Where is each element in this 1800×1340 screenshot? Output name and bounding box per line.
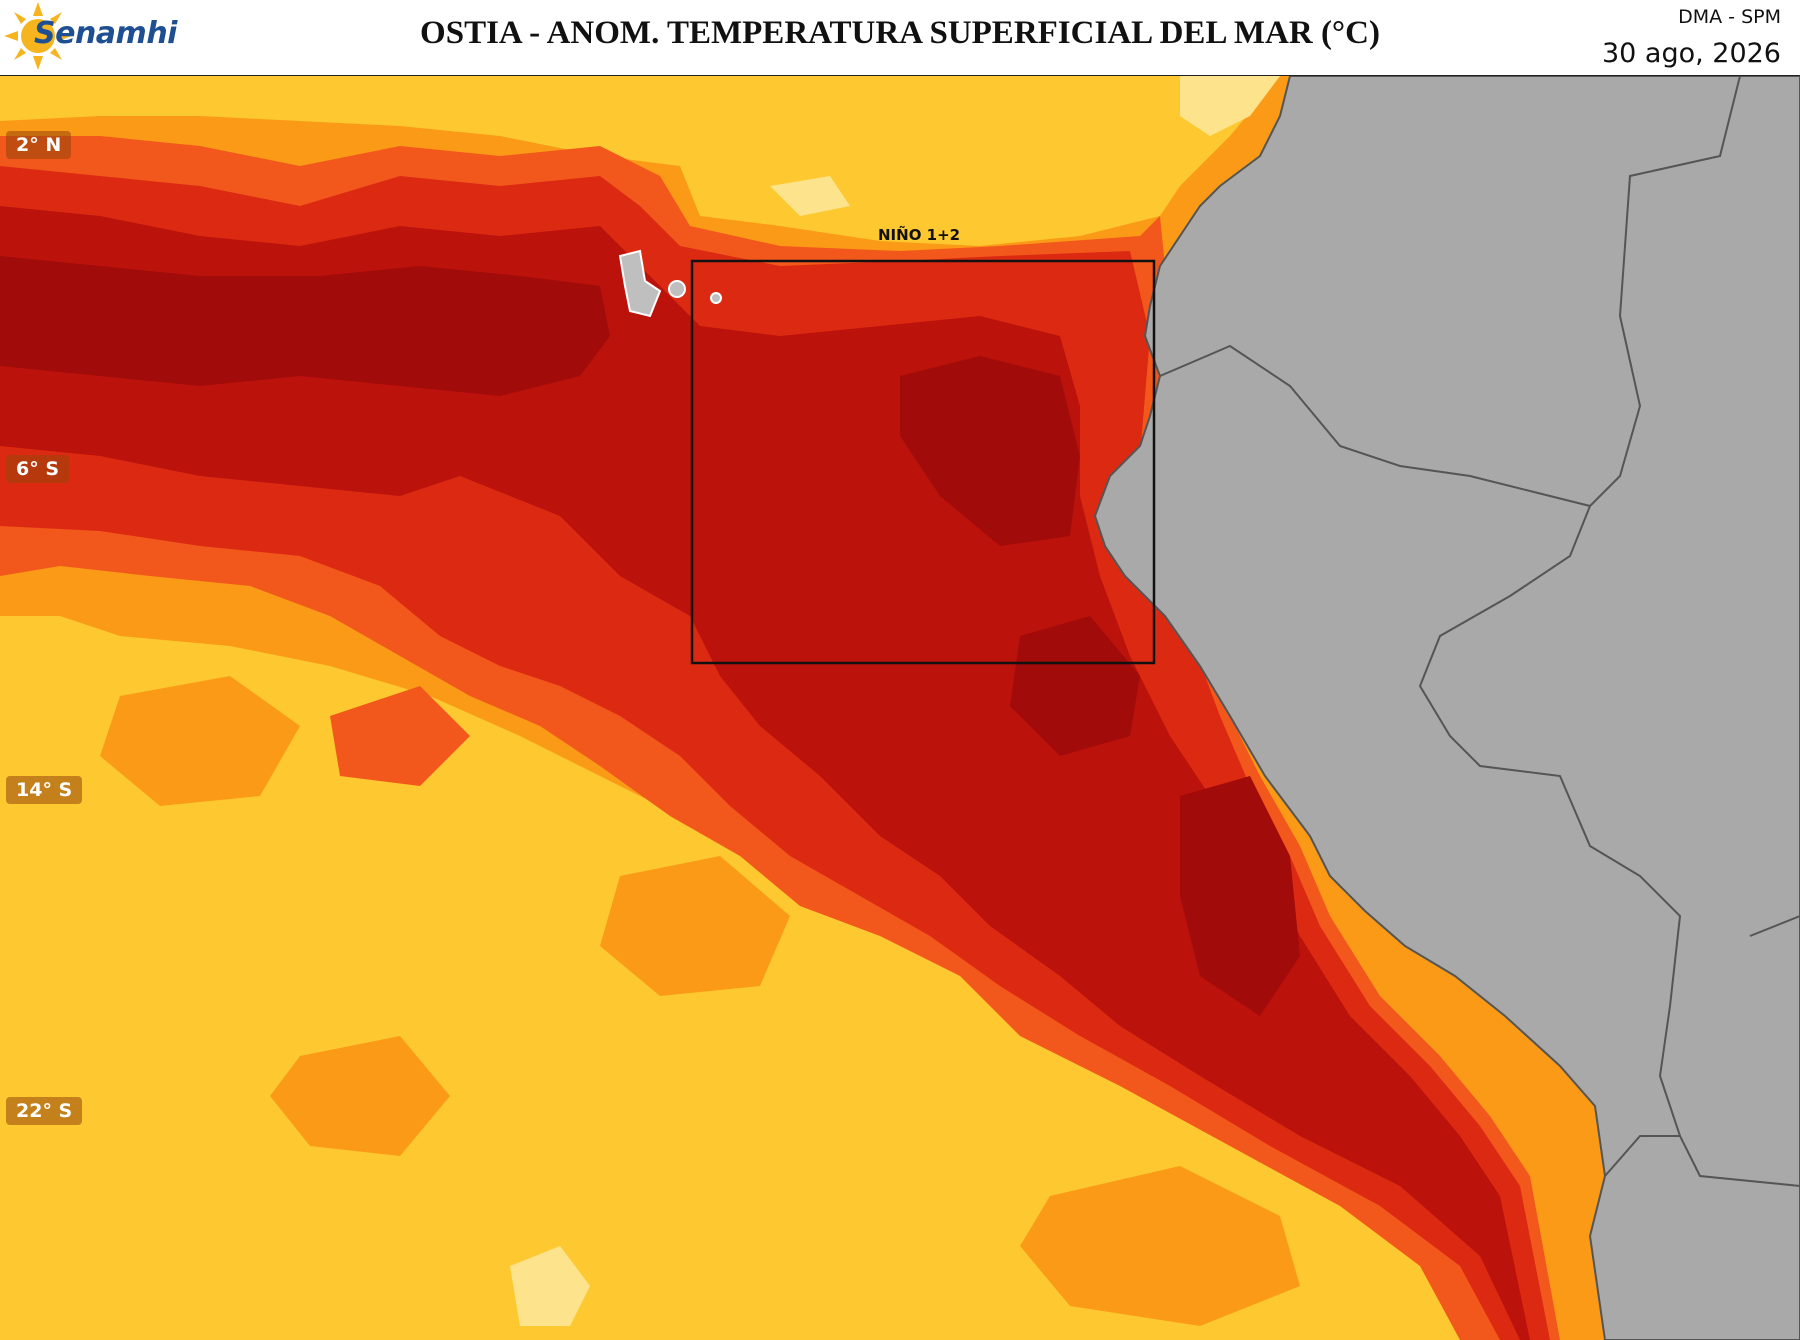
anomaly-core-darkest-red (900, 356, 1080, 546)
country-borders (1159, 76, 1741, 508)
map-title: OSTIA - ANOM. TEMPERATURA SUPERFICIAL DE… (420, 15, 1380, 51)
anomaly-core-darkest-red (0, 256, 610, 396)
anomaly-patch-pale-yellow (770, 176, 850, 216)
nino-region-label: NIÑO 1+2 (878, 226, 961, 244)
sun-icon (4, 2, 72, 70)
senamhi-logo: Senamhi (4, 0, 264, 74)
anomaly-patch-orange-red (330, 686, 470, 786)
anomaly-field-dark-red (0, 206, 1530, 1340)
country-borders (1604, 1135, 1680, 1177)
galapagos-islands (618, 249, 722, 318)
land-south-america (1093, 76, 1800, 1340)
agency-label: DMA - SPM (1678, 6, 1781, 28)
date-label: 30 ago, 2026 (1601, 38, 1781, 69)
lat-label-22s: 22° S (6, 1097, 83, 1125)
country-borders (1418, 505, 1800, 1187)
anomaly-field-yellow-north (0, 76, 1280, 246)
sst-anomaly-map: 2° N 6° S 14° S 22° S NIÑO 1+2 (0, 76, 1800, 1340)
header: Senamhi OSTIA - ANOM. TEMPERATURA SUPERF… (0, 0, 1800, 77)
anomaly-patch-orange (100, 676, 300, 806)
anomaly-patch-orange (1020, 1166, 1300, 1326)
anomaly-patch-pale-yellow (1180, 76, 1280, 136)
anomaly-patch-orange (600, 856, 790, 996)
lat-label-14s: 14° S (6, 776, 83, 804)
anomaly-patch-orange (270, 1036, 450, 1156)
nino-1-2-region-box (690, 259, 1156, 665)
anomaly-core-darkest-red (1010, 616, 1140, 756)
lat-label-2n: 2° N (6, 131, 72, 159)
anomaly-core-darkest-red (1180, 776, 1300, 1016)
logo-text: Senamhi (34, 16, 177, 51)
anomaly-patch-pale-yellow (510, 1246, 590, 1326)
lat-label-6s: 6° S (6, 455, 70, 483)
country-borders (1749, 915, 1800, 937)
